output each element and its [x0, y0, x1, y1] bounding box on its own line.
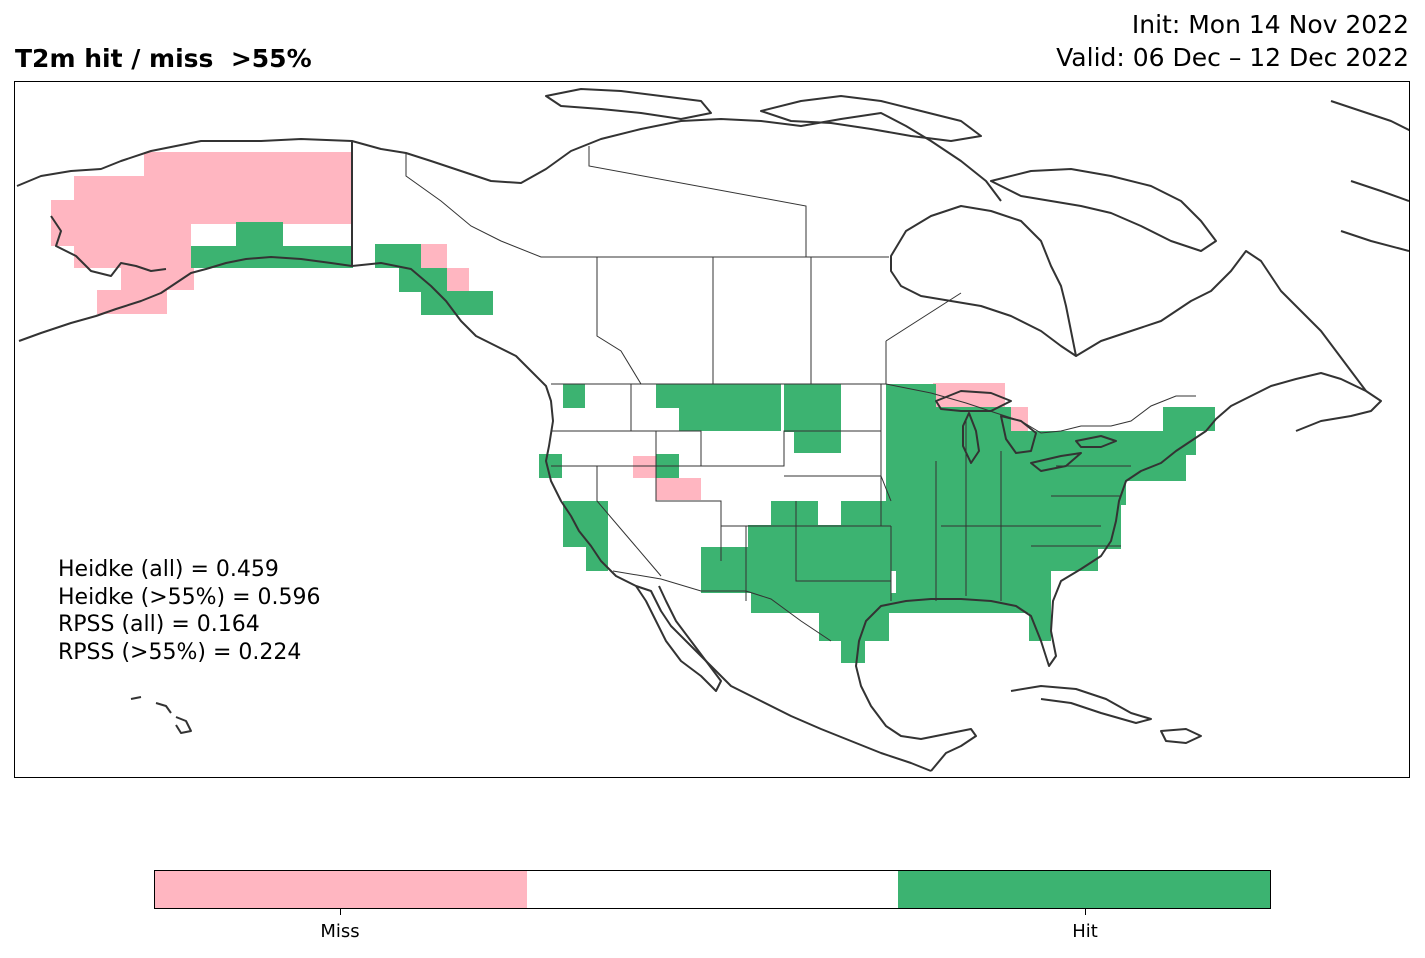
- hit-cell: [701, 571, 891, 593]
- hit-cell: [375, 244, 421, 268]
- hit-cell: [896, 571, 1051, 593]
- hit-cell: [751, 593, 901, 613]
- miss-cell: [447, 268, 469, 292]
- hit-cell: [563, 525, 608, 547]
- miss-cell: [121, 268, 194, 290]
- valid-period: Valid: 06 Dec – 12 Dec 2022: [1056, 43, 1409, 72]
- hit-cell: [539, 454, 562, 478]
- alaska-west-coast: [50, 215, 167, 277]
- baffin-island: [990, 168, 1217, 252]
- canada-province-borders: [405, 146, 962, 385]
- hit-cell: [886, 384, 936, 408]
- miss-cell: [633, 456, 657, 478]
- hit-cell: [1071, 431, 1196, 455]
- colorbar-tick-hit: [1085, 908, 1086, 915]
- hit-cell: [886, 549, 1098, 571]
- hawaii-islands: [130, 696, 192, 734]
- hit-cell: [748, 525, 891, 547]
- colorbar-neutral-segment: [526, 871, 899, 908]
- init-date: Init: Mon 14 Nov 2022: [1131, 10, 1409, 39]
- borders: [351, 141, 1196, 642]
- colorbar-tick-miss: [340, 908, 341, 915]
- hit-cell: [841, 501, 891, 525]
- miss-cell: [51, 200, 352, 224]
- hit-cell: [656, 384, 781, 408]
- miss-cell: [97, 290, 167, 314]
- miss-cell: [656, 478, 701, 500]
- hit-cell: [1163, 407, 1215, 431]
- hit-cell: [886, 505, 1121, 529]
- score-stats: Heidke (all) = 0.459 Heidke (>55%) = 0.5…: [58, 556, 321, 666]
- grid-cells: [51, 152, 1215, 663]
- hit-cell: [819, 613, 889, 641]
- arctic-islands-1: [545, 88, 712, 120]
- baja-peninsula: [635, 585, 722, 692]
- colorbar-hit-segment: [898, 871, 1271, 908]
- colorbar-miss-segment: [155, 871, 527, 908]
- colorbar: [154, 870, 1271, 909]
- miss-cell: [421, 244, 447, 268]
- coastlines: [16, 88, 1409, 772]
- rpss-55: RPSS (>55%) = 0.224: [58, 639, 302, 665]
- arctic-islands-2: [760, 95, 982, 142]
- miss-cell: [144, 152, 352, 176]
- pacific-coast: [351, 262, 932, 772]
- gulf-coast: [855, 372, 1382, 772]
- lake-erie: [1030, 452, 1082, 472]
- miss-cell: [74, 246, 191, 268]
- hit-cell: [563, 384, 585, 408]
- chart-title: T2m hit / miss >55%: [15, 44, 312, 73]
- heidke-all: Heidke (all) = 0.459: [58, 557, 279, 582]
- us-state-borders: [551, 384, 1131, 601]
- hit-cell: [784, 384, 841, 432]
- hit-cell: [586, 547, 608, 571]
- hudson-bay: [890, 205, 1077, 357]
- cuba: [1010, 685, 1152, 724]
- hit-cell: [841, 641, 865, 663]
- hispaniola: [1160, 728, 1202, 744]
- hit-cell: [901, 593, 1051, 613]
- lake-ontario: [1075, 435, 1117, 448]
- hit-cell: [421, 291, 493, 315]
- miss-cell: [74, 176, 352, 200]
- hit-cell: [236, 222, 283, 246]
- hit-cell: [679, 407, 781, 431]
- hit-cell: [771, 501, 818, 525]
- hit-cell: [886, 529, 1121, 549]
- heidke-55: Heidke (>55%) = 0.596: [58, 584, 321, 610]
- map-svg: [16, 88, 1409, 772]
- greenland-edge: [1330, 100, 1409, 252]
- colorbar-label-hit: Hit: [1072, 921, 1098, 942]
- labrador-coast: [1075, 250, 1367, 392]
- rpss-all: RPSS (all) = 0.164: [58, 612, 260, 637]
- alaska-coast: [16, 138, 353, 342]
- hit-cell: [1029, 613, 1051, 641]
- arctic-coast: [351, 112, 1002, 202]
- lake-michigan: [962, 412, 980, 464]
- hit-cell: [794, 431, 841, 453]
- miss-cell: [933, 383, 1005, 407]
- lake-superior: [935, 390, 1012, 412]
- colorbar-label-miss: Miss: [320, 921, 360, 942]
- miss-cell: [51, 224, 191, 246]
- us-canada-border: [551, 383, 1196, 434]
- hit-cell: [886, 481, 1126, 505]
- map-panel: [14, 81, 1410, 778]
